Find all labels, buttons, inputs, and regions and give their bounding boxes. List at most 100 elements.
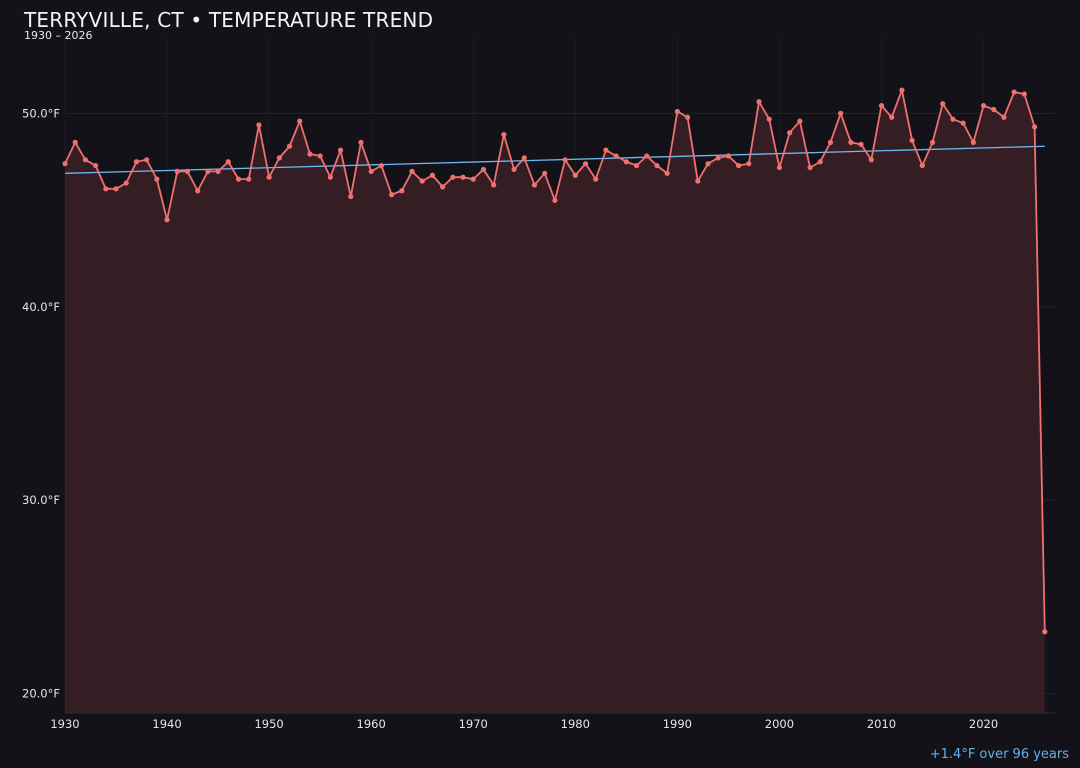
data-point: [980, 103, 987, 109]
x-tick-label: 1970: [459, 717, 488, 731]
data-point: [215, 168, 221, 174]
data-point: [1021, 91, 1027, 97]
data-point: [123, 180, 129, 186]
data-point: [225, 159, 231, 165]
data-point: [756, 99, 762, 105]
data-point: [960, 120, 966, 126]
data-point: [93, 162, 99, 169]
data-point: [909, 137, 915, 144]
data-point: [348, 193, 354, 200]
data-point: [572, 172, 578, 178]
data-point: [327, 174, 333, 180]
data-point: [174, 168, 180, 174]
data-point: [470, 176, 476, 182]
x-tick-label: 2020: [969, 717, 998, 731]
x-tick-label: 1950: [254, 717, 283, 731]
data-point: [736, 162, 742, 169]
data-point: [725, 153, 732, 159]
data-point: [195, 188, 201, 194]
data-point: [1011, 89, 1017, 95]
data-point: [684, 114, 691, 120]
data-point: [235, 176, 242, 182]
data-point: [603, 147, 609, 153]
data-point: [1042, 629, 1048, 635]
x-tick-label: 1930: [50, 717, 79, 731]
data-point: [674, 108, 680, 115]
y-tick-label: 40.0°F: [22, 300, 60, 314]
data-point: [848, 139, 854, 145]
data-point: [440, 184, 446, 190]
data-point: [807, 164, 813, 171]
data-point: [266, 174, 272, 180]
data-point: [787, 130, 793, 136]
trend-line: [64, 145, 1045, 174]
data-point: [521, 155, 527, 161]
data-point: [929, 139, 936, 145]
data-point: [460, 174, 466, 180]
point-layer: [62, 87, 1048, 635]
data-point: [307, 151, 313, 157]
data-point: [246, 176, 252, 182]
x-tick-label: 1990: [663, 717, 692, 731]
data-point: [491, 182, 497, 188]
data-point: [542, 170, 548, 176]
data-point: [644, 153, 650, 159]
data-point: [970, 139, 976, 145]
data-point: [776, 164, 783, 171]
x-tick-label: 1940: [152, 717, 181, 731]
data-point: [1001, 114, 1007, 120]
data-point: [889, 114, 895, 120]
data-point: [878, 103, 885, 109]
data-point: [593, 176, 599, 182]
data-point: [827, 139, 834, 145]
data-point: [429, 172, 436, 178]
data-point: [511, 166, 517, 173]
area-layer: [65, 90, 1045, 713]
data-point: [633, 162, 640, 169]
data-point: [286, 143, 293, 149]
chart-title: TERRYVILLE, CT • TEMPERATURE TREND: [24, 8, 434, 32]
data-point: [388, 192, 395, 198]
data-point: [766, 116, 772, 122]
data-point: [623, 159, 629, 165]
x-tick-label: 2010: [867, 717, 896, 731]
data-point: [72, 139, 78, 145]
y-tick-label: 20.0°F: [22, 687, 60, 701]
data-point: [450, 174, 456, 180]
data-point: [746, 161, 752, 167]
data-point: [501, 132, 507, 138]
data-point: [1031, 124, 1038, 130]
x-tick-label: 2000: [765, 717, 794, 731]
data-point: [62, 161, 68, 167]
data-point: [715, 155, 721, 161]
data-point: [144, 157, 150, 163]
data-point: [419, 178, 425, 184]
data-point: [317, 153, 323, 159]
data-point: [297, 118, 303, 124]
data-point: [154, 176, 160, 182]
data-point: [276, 155, 282, 161]
x-tick-label: 1980: [561, 717, 590, 731]
data-point: [797, 118, 803, 124]
data-point: [256, 122, 262, 128]
data-point: [838, 110, 844, 116]
data-point: [899, 87, 905, 93]
data-point: [868, 157, 874, 163]
data-point: [817, 159, 823, 165]
data-point: [409, 168, 415, 174]
trend-annotation: +1.4°F over 96 years: [929, 747, 1069, 762]
data-point: [113, 186, 119, 192]
data-point: [613, 153, 619, 159]
axis-layer: 20.0°F 30.0°F 40.0°F 50.0°F 1930 1940 1950 1960…: [22, 106, 1055, 731]
data-point: [205, 168, 211, 174]
data-point: [664, 170, 670, 176]
data-point: [940, 101, 946, 107]
data-point: [562, 157, 568, 163]
data-point: [368, 168, 374, 174]
trend-layer: [64, 145, 1045, 174]
data-point: [480, 166, 487, 173]
chart-subtitle: 1930 – 2026: [24, 29, 93, 42]
y-tick-label: 50.0°F: [22, 106, 60, 120]
data-point: [654, 162, 660, 169]
